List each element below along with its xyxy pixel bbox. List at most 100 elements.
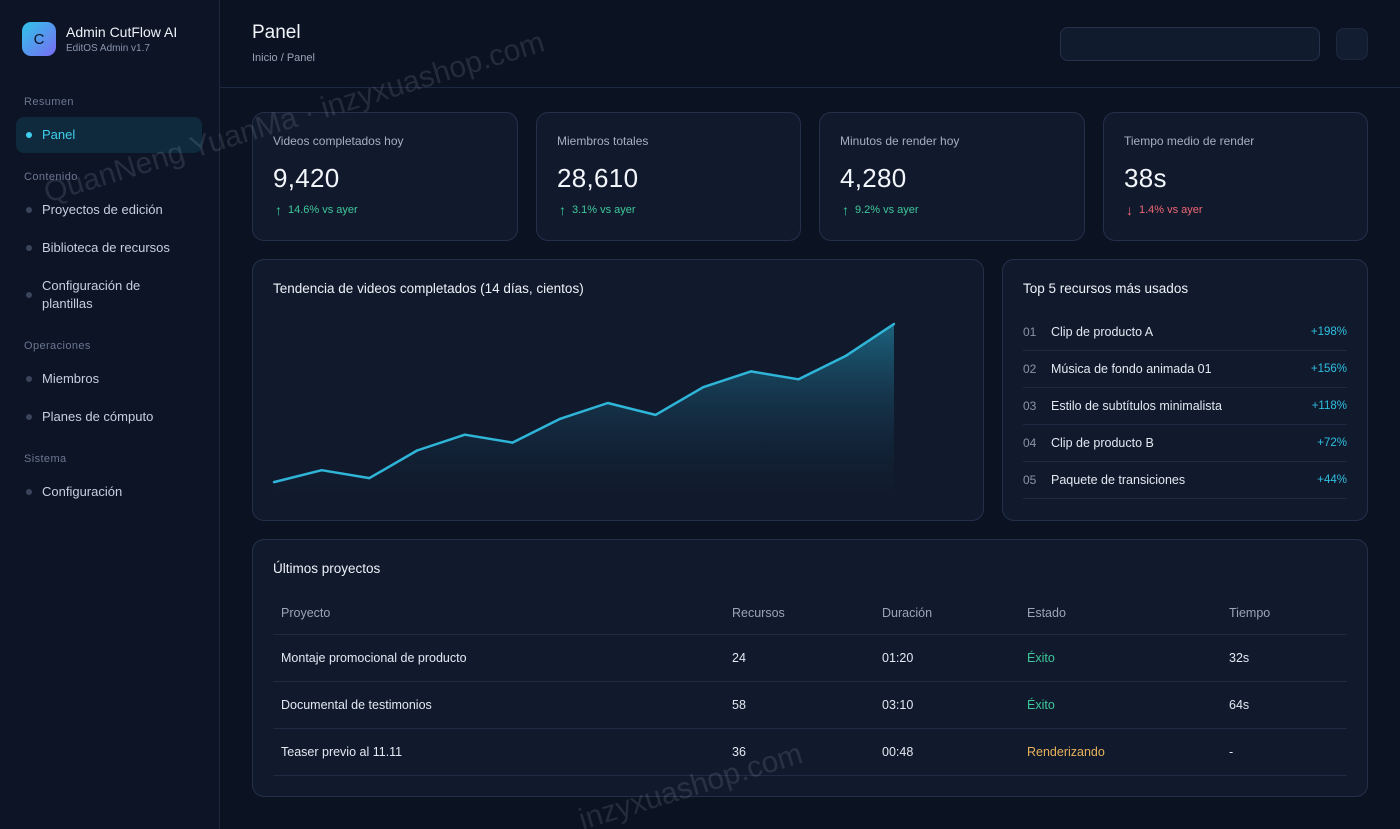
trend-point-14[interactable] xyxy=(892,322,896,326)
arrow-up-icon: ↑ xyxy=(559,202,566,218)
kpi-value: 4,280 xyxy=(840,163,907,193)
project-duration: 03:10 xyxy=(882,698,914,712)
sidebar-item-configuracion[interactable]: Configuración xyxy=(16,474,202,510)
kpi-card-videos: Videos completados hoy 9,420 ↑ 14.6% vs … xyxy=(252,112,518,241)
active-dot-icon xyxy=(26,132,32,138)
status-badge: Éxito xyxy=(1027,698,1055,712)
sidebar-item-label: Proyectos de edición xyxy=(42,202,163,217)
trend-point-2[interactable] xyxy=(320,469,323,472)
trend-point-4[interactable] xyxy=(415,449,419,452)
app-name: Admin CutFlow AI xyxy=(66,23,178,40)
trend-point-10[interactable] xyxy=(702,386,705,389)
table-divider xyxy=(273,728,1347,729)
top-resource-row[interactable]: 03 Estilo de subtítulos minimalista +118… xyxy=(1023,388,1347,425)
top-resource-row[interactable]: 05 Paquete de transiciones +44% xyxy=(1023,462,1347,499)
sidebar-item-label: Miembros xyxy=(42,371,100,386)
kpi-label: Videos completados hoy xyxy=(273,134,404,148)
project-duration: 00:48 xyxy=(882,745,914,759)
table-divider xyxy=(273,775,1347,776)
sidebar-item-planes[interactable]: Planes de cómputo xyxy=(16,399,202,435)
kpi-delta-text: 1.4% vs ayer xyxy=(1139,204,1203,216)
trend-point-11[interactable] xyxy=(749,370,753,373)
project-resources: 58 xyxy=(732,698,746,712)
kpi-value: 38s xyxy=(1124,163,1167,193)
top-resource-row[interactable]: 01 Clip de producto A +198% xyxy=(1023,314,1347,351)
table-divider xyxy=(273,634,1347,635)
rank: 02 xyxy=(1023,362,1037,376)
rank: 03 xyxy=(1023,399,1037,413)
sidebar-item-label: Panel xyxy=(42,127,76,142)
dot-icon xyxy=(26,245,32,251)
dot-icon xyxy=(26,414,32,420)
project-resources: 24 xyxy=(732,651,746,665)
project-time: - xyxy=(1229,745,1234,759)
kpi-delta-text: 9.2% vs ayer xyxy=(855,204,919,216)
nav-section-contenido: Contenido xyxy=(24,171,78,183)
resource-growth: +118% xyxy=(1311,400,1347,412)
trend-area xyxy=(274,324,894,490)
project-name: Montaje promocional de producto xyxy=(281,651,467,665)
resource-growth: +198% xyxy=(1310,326,1347,338)
kpi-value: 28,610 xyxy=(557,163,639,193)
kpi-delta-text: 3.1% vs ayer xyxy=(572,204,636,216)
sidebar-item-proyectos[interactable]: Proyectos de edición xyxy=(16,192,202,228)
project-duration: 01:20 xyxy=(882,651,914,665)
brand: C Admin CutFlow AI EditOS Admin v1.7 xyxy=(22,22,177,56)
column-header-duracion[interactable]: Duración xyxy=(882,606,933,620)
trend-point-13[interactable] xyxy=(845,354,848,357)
sidebar-item-plantillas[interactable]: Configuración de plantillas xyxy=(16,272,202,318)
project-resources: 36 xyxy=(732,745,746,759)
kpi-delta: ↑ 3.1% vs ayer xyxy=(559,203,636,217)
sidebar-item-biblioteca[interactable]: Biblioteca de recursos xyxy=(16,230,202,266)
trend-point-9[interactable] xyxy=(654,413,657,417)
nav-section-resumen: Resumen xyxy=(24,96,74,108)
dot-icon xyxy=(26,376,32,382)
nav-section-operaciones: Operaciones xyxy=(24,340,91,352)
kpi-card-minutos: Minutos de render hoy 4,280 ↑ 9.2% vs ay… xyxy=(819,112,1085,241)
arrow-up-icon: ↑ xyxy=(842,202,849,218)
column-header-proyecto[interactable]: Proyecto xyxy=(281,606,331,620)
trend-point-8[interactable] xyxy=(606,401,610,405)
resource-name: Paquete de transiciones xyxy=(1051,473,1186,487)
kpi-label: Tiempo medio de render xyxy=(1124,134,1255,148)
page-title: Panel xyxy=(252,22,301,43)
rank: 05 xyxy=(1023,473,1037,487)
top-resource-row[interactable]: 04 Clip de producto B +72% xyxy=(1023,425,1347,462)
trend-point-5[interactable] xyxy=(463,433,466,436)
dot-icon xyxy=(26,207,32,213)
header: Panel Inicio / Panel xyxy=(220,0,1400,88)
column-header-tiempo[interactable]: Tiempo xyxy=(1229,606,1271,620)
kpi-label: Minutos de render hoy xyxy=(840,134,960,148)
sidebar-item-label: Planes de cómputo xyxy=(42,409,154,424)
trend-point-7[interactable] xyxy=(558,417,562,421)
rank: 04 xyxy=(1023,436,1037,450)
top-resource-row[interactable]: 02 Música de fondo animada 01 +156% xyxy=(1023,351,1347,388)
nav-section-sistema: Sistema xyxy=(24,453,67,465)
sidebar-item-panel[interactable]: Panel xyxy=(16,117,202,153)
trend-point-1[interactable] xyxy=(272,480,276,484)
column-header-estado[interactable]: Estado xyxy=(1027,606,1066,620)
project-time: 32s xyxy=(1229,651,1250,665)
sidebar-item-label: Biblioteca de recursos xyxy=(42,240,170,255)
sidebar: C Admin CutFlow AI EditOS Admin v1.7 Res… xyxy=(0,0,220,829)
trend-point-6[interactable] xyxy=(511,441,514,444)
chart-title: Tendencia de videos completados (14 días… xyxy=(273,281,584,296)
trend-point-12[interactable] xyxy=(797,378,800,381)
resource-growth: +72% xyxy=(1317,437,1347,449)
app-logo: C xyxy=(22,22,56,56)
dot-icon xyxy=(26,292,32,298)
sidebar-item-label: Configuración xyxy=(42,484,123,499)
kpi-card-tiempo: Tiempo medio de render 38s ↓ 1.4% vs aye… xyxy=(1103,112,1368,241)
kpi-delta: ↑ 9.2% vs ayer xyxy=(842,203,919,217)
sidebar-item-miembros[interactable]: Miembros xyxy=(16,361,202,397)
column-header-recursos[interactable]: Recursos xyxy=(732,606,785,620)
table-divider xyxy=(273,681,1347,682)
trend-chart xyxy=(272,322,896,490)
arrow-up-icon: ↑ xyxy=(275,202,282,218)
breadcrumb[interactable]: Inicio / Panel xyxy=(252,52,315,64)
dot-icon xyxy=(26,489,32,495)
header-action-button[interactable] xyxy=(1336,28,1368,60)
trend-point-3[interactable] xyxy=(368,476,371,480)
search-input[interactable] xyxy=(1060,27,1320,61)
app-version: EditOS Admin v1.7 xyxy=(66,42,150,54)
